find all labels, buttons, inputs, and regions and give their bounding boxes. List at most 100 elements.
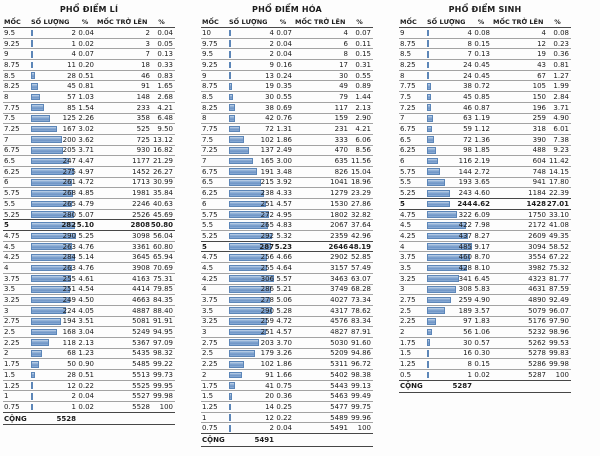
count-databar	[31, 168, 74, 176]
cell-count: 485	[427, 242, 472, 252]
count-databar	[229, 147, 250, 154]
count-databar	[427, 318, 436, 325]
count-value: 2	[269, 39, 274, 48]
cell-moc: 1	[4, 392, 9, 401]
cell-cumulative: 5402	[330, 370, 348, 379]
table-row: 7.5 45 0.85 150 2.84	[399, 92, 571, 103]
table-title: PHỔ ĐIỂM LÍ	[59, 5, 119, 14]
count-databar	[229, 200, 266, 208]
cell-moc: 8	[202, 114, 207, 123]
cell-moc: 6.25	[202, 189, 218, 198]
count-value: 428	[458, 263, 472, 272]
table-row: 6.25 238 4.33 1279 23.29	[201, 188, 373, 199]
table-row: 3.75 278 5.06 4027 73.34	[201, 295, 373, 306]
count-value: 2	[71, 28, 76, 37]
header-moc: MỐC	[400, 17, 417, 26]
cell-percent: 0.35	[276, 82, 292, 91]
cell-count: 243	[427, 188, 472, 198]
table-row: 5.5 265 4.79 2246 40.63	[3, 199, 175, 210]
cell-cumulative-percent: 14.15	[548, 167, 569, 176]
table-row: 2.75 203 3.70 5030 91.60	[201, 338, 373, 349]
cell-cumulative: 148	[136, 92, 150, 101]
cell-percent: 3.65	[474, 178, 490, 187]
cell-moc: 4.75	[4, 231, 20, 240]
cell-cumulative-percent: 4.21	[157, 103, 173, 112]
cell-count: 4	[229, 28, 274, 38]
table-row: 3.5 251 4.54 4414 79.85	[3, 285, 175, 296]
cell-cumulative-percent: 99.83	[548, 349, 569, 358]
count-value: 137	[260, 146, 274, 155]
cell-cumulative-percent: 78.62	[350, 306, 371, 315]
count-databar	[427, 253, 470, 261]
count-databar	[427, 232, 468, 240]
cell-count: 224	[31, 306, 76, 316]
count-databar	[427, 115, 433, 122]
cell-percent: 5.21	[276, 285, 292, 294]
cell-percent: 4.47	[78, 157, 94, 166]
cell-percent: 1.86	[276, 360, 292, 369]
cell-percent: 0.04	[276, 424, 292, 433]
count-databar	[31, 179, 72, 186]
count-databar	[427, 104, 432, 111]
cell-cumulative-percent: 99.53	[548, 338, 569, 347]
total-row: CỘNG 5287	[399, 381, 571, 394]
table-row: 6.25 98 1.85 488 9.23	[399, 146, 571, 157]
table-row: 2.25 97 1.83 5176 97.90	[399, 317, 571, 328]
cell-count: 46	[427, 103, 472, 113]
cell-cumulative: 4576	[330, 317, 348, 326]
cell-cumulative-percent: 0.07	[355, 28, 371, 37]
count-databar	[427, 350, 429, 357]
cell-moc: 5.25	[202, 231, 218, 240]
cell-cumulative-percent: 99.75	[350, 402, 371, 411]
cell-cumulative: 3908	[132, 263, 150, 272]
cell-moc: 4.25	[400, 231, 416, 240]
header-so-luong: SỐ LƯỢNG	[427, 17, 466, 26]
table-row: 8.25 38 0.69 117 2.13	[201, 103, 373, 114]
cell-moc: 0.5	[400, 370, 412, 379]
count-value: 28	[67, 370, 76, 379]
cell-cumulative: 748	[532, 167, 546, 176]
cell-percent: 0.08	[474, 28, 490, 37]
cell-cumulative-percent: 73.34	[350, 296, 371, 305]
total-row: CỘNG 5491	[201, 434, 373, 447]
cell-cumulative: 5262	[528, 338, 546, 347]
count-databar	[229, 189, 264, 197]
cell-moc: 1.5	[400, 349, 412, 358]
cell-cumulative: 2808	[130, 221, 150, 230]
table-row: 4.75 256 4.66 2902 52.85	[201, 252, 373, 264]
count-value: 189	[458, 306, 472, 315]
count-value: 191	[260, 167, 274, 176]
table-row: 0.75 2 0.04 5491 100	[201, 423, 373, 435]
count-value: 215	[260, 178, 274, 187]
table-row: 9.25 9 0.16 17 0.31	[201, 60, 373, 71]
count-databar	[31, 318, 62, 325]
table-row: 2.5 168 3.04 5249 94.95	[3, 327, 175, 338]
cell-cumulative-percent: 65.94	[152, 253, 173, 262]
cell-percent: 0.04	[276, 50, 292, 59]
count-value: 38	[463, 82, 472, 91]
table-row: 7 200 3.62 725 13.12	[3, 135, 175, 146]
count-value: 282	[61, 221, 76, 230]
table-header: MỐC SỐ LƯỢNG % MỐC TRỞ LÊN %	[201, 16, 373, 28]
count-value: 244	[457, 199, 472, 208]
table-row: 1.5 20 0.36 5463 99.49	[201, 391, 373, 403]
cell-count: 287	[229, 242, 274, 252]
cell-count: 255	[31, 274, 76, 284]
cell-count: 1	[31, 39, 76, 49]
cell-moc: 7.5	[4, 114, 16, 123]
table-row: 3 308 5.83 4631 87.59	[399, 285, 571, 296]
cell-count: 144	[427, 167, 472, 177]
cell-moc: 3.5	[202, 306, 214, 315]
cell-count: 38	[229, 103, 274, 113]
cell-moc: 6.75	[202, 167, 218, 176]
cell-percent: 4.97	[78, 167, 94, 176]
cell-percent: 0.04	[78, 28, 94, 37]
cell-percent: 5.32	[276, 231, 292, 240]
cell-count: 263	[31, 242, 76, 252]
cell-cumulative-percent: 87.59	[548, 285, 569, 294]
cell-moc: 2.25	[4, 338, 20, 347]
cell-cumulative-percent: 8.56	[355, 146, 371, 155]
table-row: 8 24 0.45 67 1.27	[399, 71, 571, 82]
count-value: 12	[265, 413, 274, 422]
table-row: 5.5 265 4.83 2067 37.64	[201, 220, 373, 232]
